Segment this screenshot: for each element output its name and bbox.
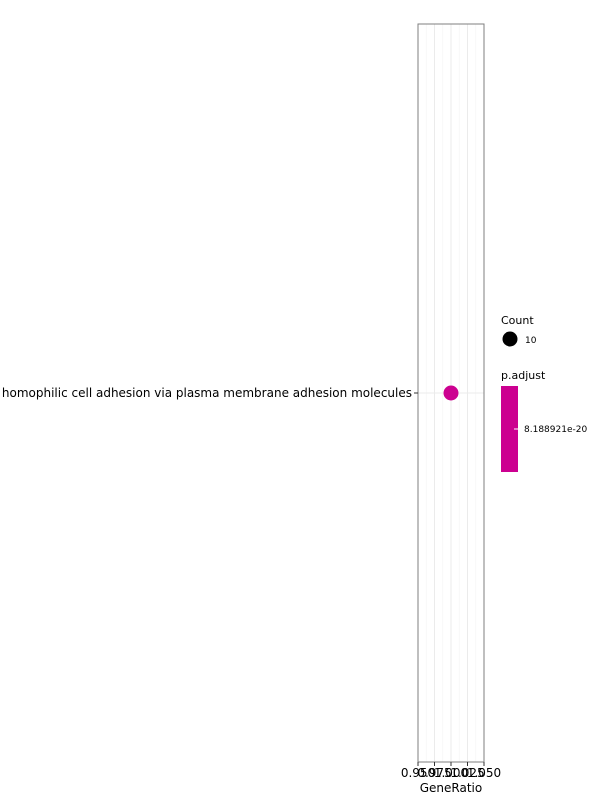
- y-axis: homophilic cell adhesion via plasma memb…: [2, 386, 418, 400]
- x-tick-label: 1.025: [450, 766, 484, 780]
- x-tick-label: 0.950: [401, 766, 435, 780]
- x-tick-label: 0.975: [417, 766, 451, 780]
- data-point: [443, 385, 459, 401]
- data-points: [443, 385, 459, 401]
- x-axis-label: GeneRatio: [420, 781, 482, 795]
- legend-padjust-title: p.adjust: [501, 369, 546, 382]
- y-tick-label: homophilic cell adhesion via plasma memb…: [2, 386, 412, 400]
- x-tick-label: 1.050: [467, 766, 501, 780]
- legend: Count 10 p.adjust 8.188921e-20: [501, 314, 587, 472]
- x-tick-label: 1.000: [434, 766, 468, 780]
- legend-count-title: Count: [501, 314, 534, 327]
- legend-count-dot: [502, 331, 518, 347]
- legend-count-label: 10: [525, 336, 537, 346]
- legend-padjust-label: 8.188921e-20: [524, 425, 587, 435]
- legend-padjust-colorbar: [501, 386, 518, 472]
